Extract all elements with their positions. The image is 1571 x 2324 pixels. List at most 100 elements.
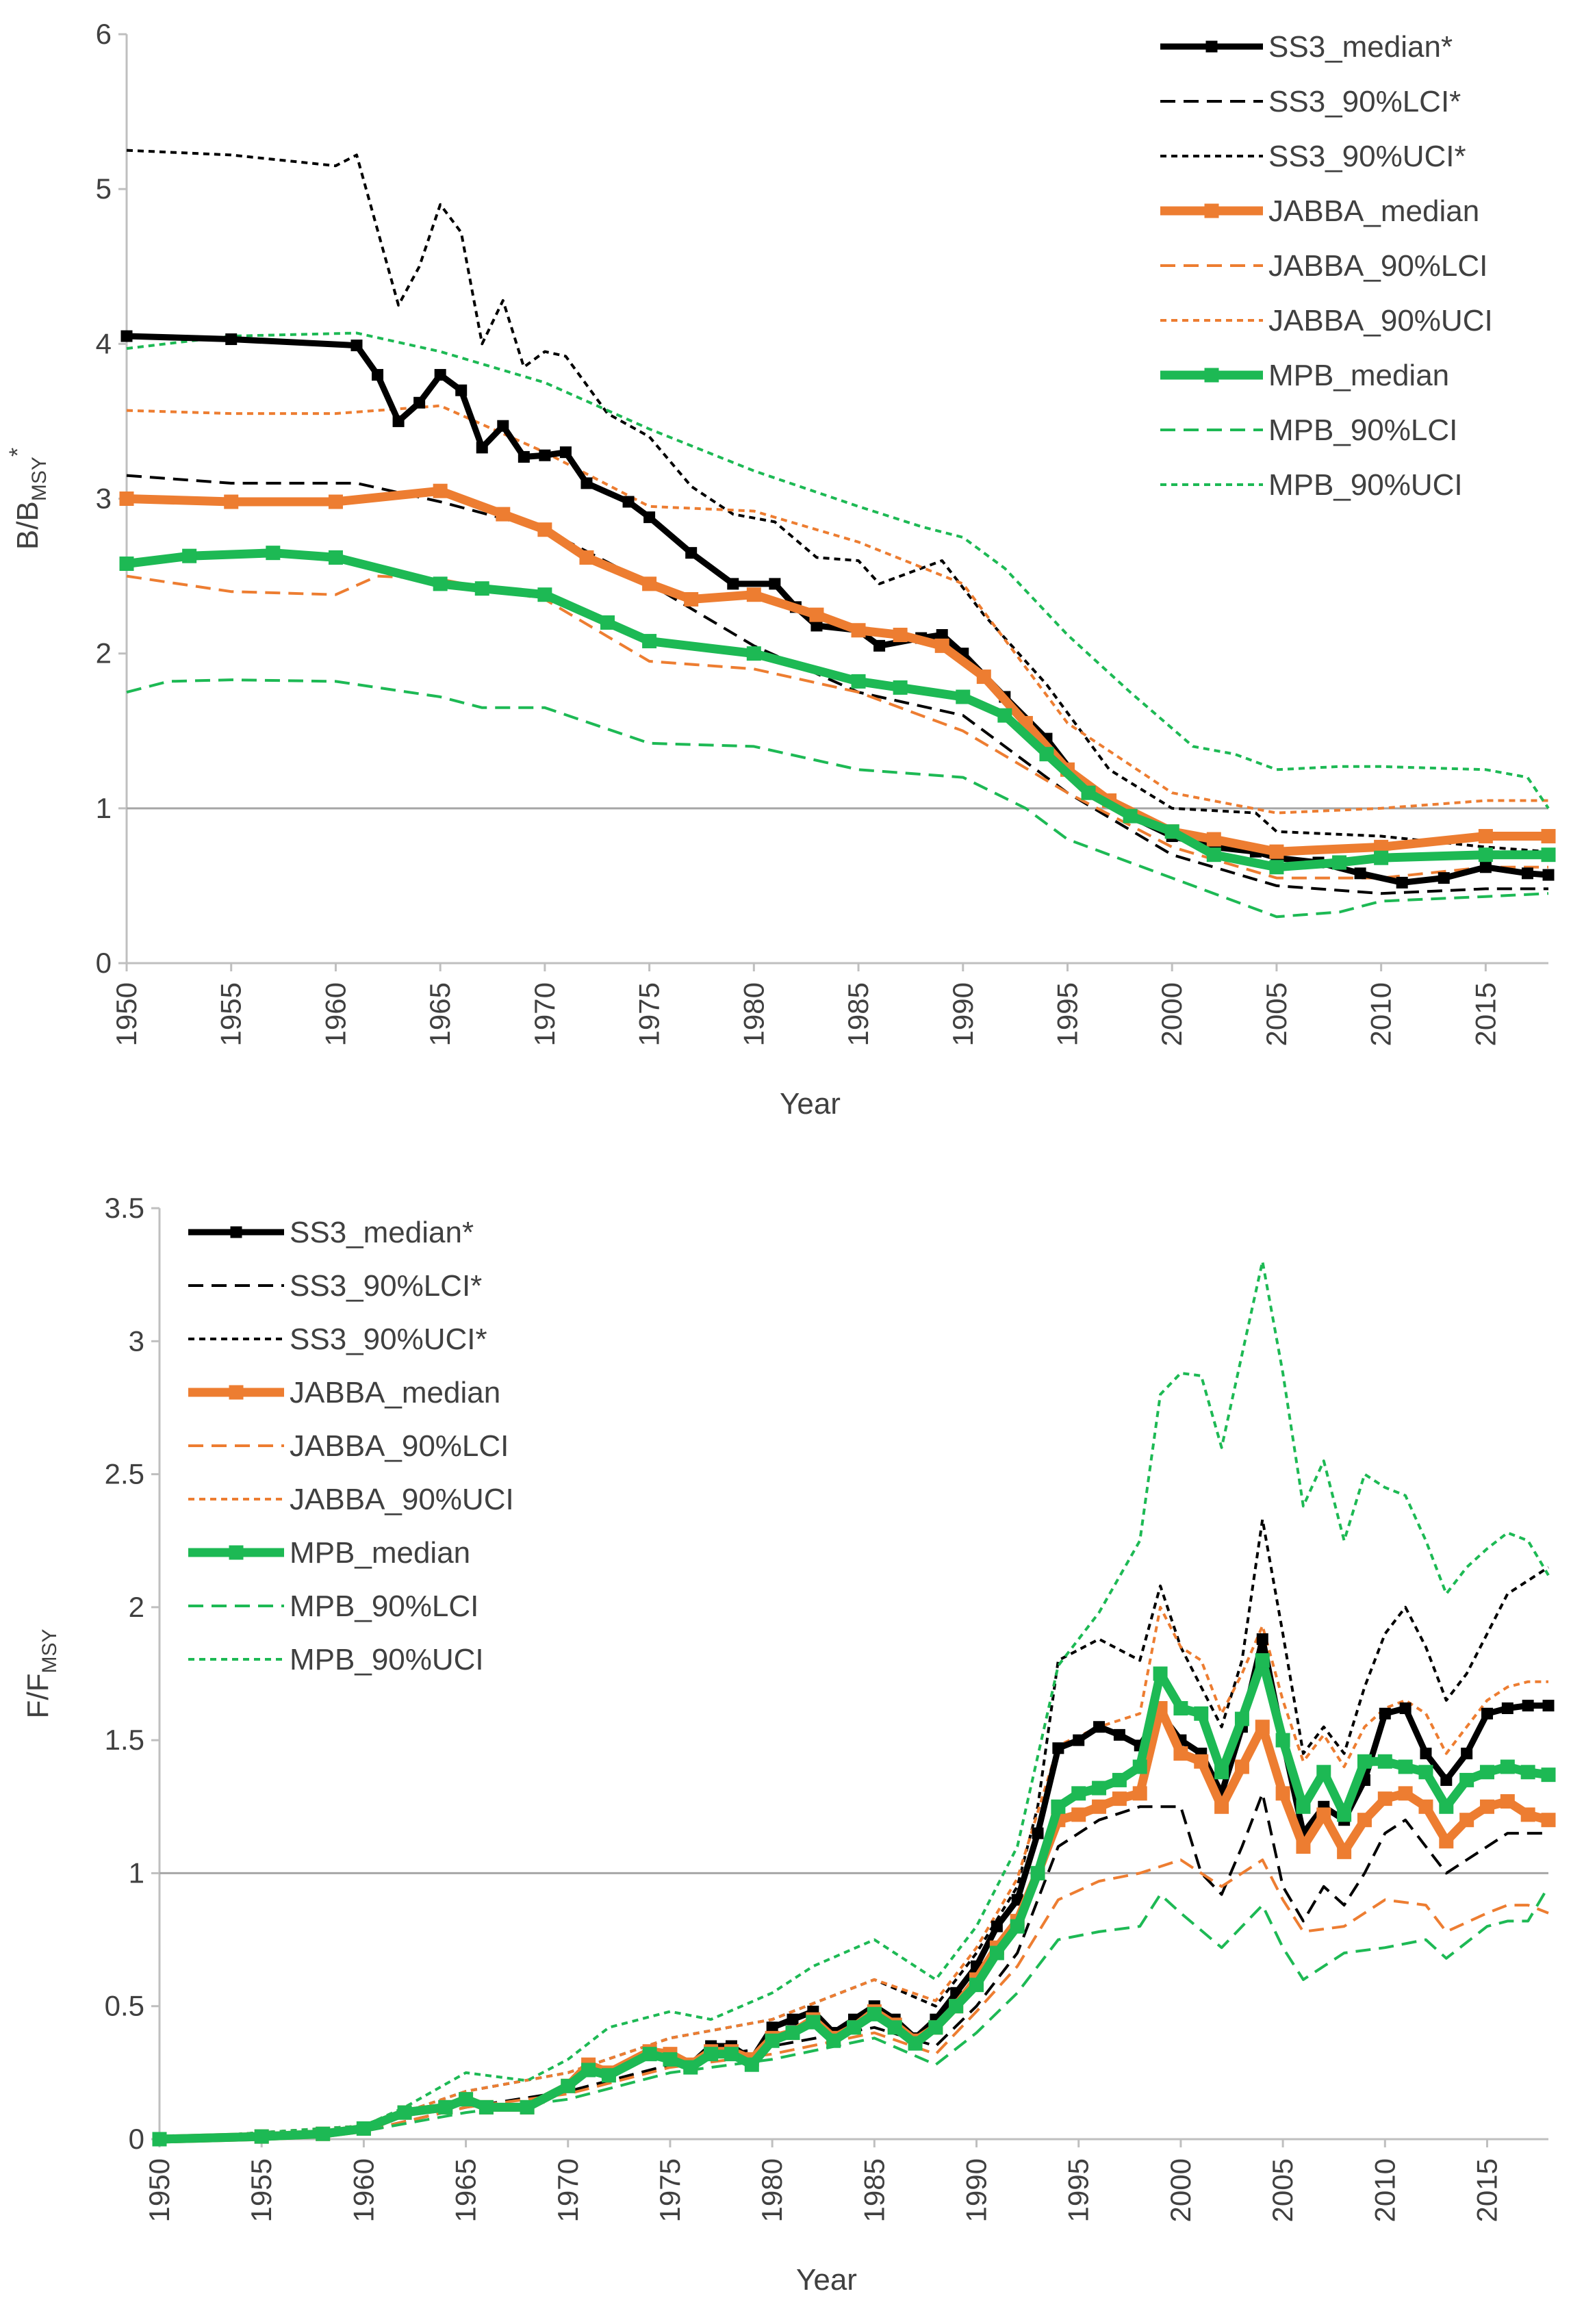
- series-jabba-90-lci: [126, 574, 1548, 880]
- y-tick-label: 0.5: [105, 1990, 144, 2022]
- x-tick-label: 1965: [450, 2158, 482, 2222]
- data-point: [934, 638, 949, 653]
- data-point: [928, 2020, 943, 2035]
- data-point: [1132, 1786, 1147, 1801]
- legend-marker: [1204, 368, 1219, 383]
- data-point: [936, 629, 948, 641]
- data-point: [1478, 847, 1493, 863]
- data-point: [744, 2057, 759, 2072]
- y-tick-label: 3.5: [105, 1192, 144, 1224]
- data-point: [663, 2052, 678, 2067]
- data-point: [1479, 861, 1492, 873]
- data-point: [1194, 1706, 1209, 1721]
- series-line: [159, 1518, 1550, 2141]
- data-point: [1398, 1759, 1413, 1774]
- data-point: [887, 2020, 902, 2035]
- data-point: [152, 2132, 167, 2147]
- data-point: [1132, 1759, 1147, 1774]
- series-line: [126, 474, 1548, 895]
- data-point: [1459, 1772, 1474, 1787]
- data-point: [1052, 1742, 1064, 1754]
- data-point: [459, 2092, 474, 2107]
- data-point: [1541, 829, 1556, 844]
- series-line: [126, 486, 1548, 856]
- series-mpb-90-uci: [159, 1260, 1550, 2141]
- series-ss3-median-: [153, 1633, 1555, 2145]
- x-tick-label: 2005: [1260, 982, 1292, 1046]
- series-jabba-90-uci: [126, 404, 1548, 815]
- series-line: [126, 331, 1550, 809]
- legend-label: SS3_90%UCI*: [1268, 140, 1466, 173]
- series-line: [159, 1885, 1550, 2141]
- legend-label: MPB_90%UCI: [1268, 468, 1463, 502]
- y-tick-label: 0: [96, 947, 112, 979]
- legend-label: JABBA_90%UCI: [290, 1483, 514, 1516]
- data-point: [413, 396, 426, 409]
- data-point: [559, 446, 572, 459]
- data-point: [1316, 1807, 1331, 1822]
- y-axis-label-sub: MSY: [28, 457, 51, 501]
- data-point: [746, 646, 761, 661]
- legend-marker: [230, 1226, 242, 1238]
- data-point: [474, 581, 489, 596]
- series-ss3-90-lci-: [159, 1791, 1548, 2141]
- series-line: [126, 548, 1548, 872]
- chart-fishing-mortality-ratio: 0 0.5 1 1.5 2 2.5 3 3.5 1950 1955 1960 1965 1970 1975…: [21, 1192, 1556, 2297]
- data-point: [372, 369, 384, 381]
- data-point: [476, 442, 488, 454]
- legend-label: SS3_median*: [290, 1216, 474, 1249]
- data-point: [956, 689, 971, 704]
- data-point: [1479, 1799, 1494, 1814]
- data-point: [119, 491, 134, 506]
- data-point: [1206, 832, 1221, 847]
- legend-label: SS3_median*: [1268, 30, 1453, 64]
- data-point: [949, 1999, 964, 2014]
- data-point: [478, 2099, 494, 2115]
- legend-label: SS3_90%LCI*: [290, 1269, 482, 1303]
- y-tick-label: 1: [129, 1856, 144, 1889]
- data-point: [851, 674, 866, 689]
- data-point: [1030, 1865, 1045, 1880]
- data-point: [433, 576, 448, 591]
- data-point: [806, 2015, 821, 2030]
- x-tick-label: 1950: [110, 982, 142, 1046]
- data-point: [581, 2063, 596, 2078]
- data-point: [1481, 1707, 1493, 1720]
- data-point: [120, 330, 133, 342]
- series-line: [159, 1704, 1550, 2144]
- legend-marker: [229, 1545, 244, 1560]
- data-point: [1396, 876, 1408, 889]
- data-point: [1520, 1765, 1535, 1780]
- x-tick-label: 2015: [1470, 2158, 1503, 2222]
- data-point: [908, 2036, 923, 2051]
- data-point: [1255, 1653, 1270, 1668]
- series-ss3-90-lci-: [126, 474, 1548, 895]
- data-point: [851, 623, 866, 638]
- data-point: [1081, 785, 1096, 800]
- data-point: [1439, 1799, 1454, 1814]
- y-tick-label: 0: [129, 2123, 144, 2155]
- data-point: [1541, 847, 1556, 863]
- legend-label: SS3_90%UCI*: [290, 1323, 487, 1356]
- y-axis-label-sup: *: [5, 448, 31, 457]
- data-point: [1418, 1799, 1433, 1814]
- x-axis-label: Year: [780, 1087, 841, 1121]
- data-point: [1500, 1794, 1515, 1809]
- x-tick-label: 1975: [633, 982, 665, 1046]
- data-point: [350, 340, 363, 352]
- series-mpb-90-lci: [126, 678, 1549, 919]
- x-axis-label: Year: [796, 2263, 857, 2297]
- data-point: [1439, 1834, 1454, 1849]
- legend: SS3_median* SS3_90%LCI* SS3_90%UCI* JABBA_m…: [188, 1216, 514, 1676]
- data-point: [746, 587, 761, 602]
- data-point: [683, 2060, 698, 2075]
- x-tick-label: 2010: [1365, 982, 1397, 1046]
- data-point: [1418, 1765, 1433, 1780]
- data-point: [989, 1945, 1004, 1961]
- x-tick-label: 1970: [552, 2158, 584, 2222]
- data-point: [642, 2047, 657, 2062]
- data-point: [1051, 1799, 1066, 1814]
- data-point: [1275, 1786, 1290, 1801]
- data-point: [1256, 1633, 1268, 1645]
- series-mpb-median: [119, 546, 1556, 875]
